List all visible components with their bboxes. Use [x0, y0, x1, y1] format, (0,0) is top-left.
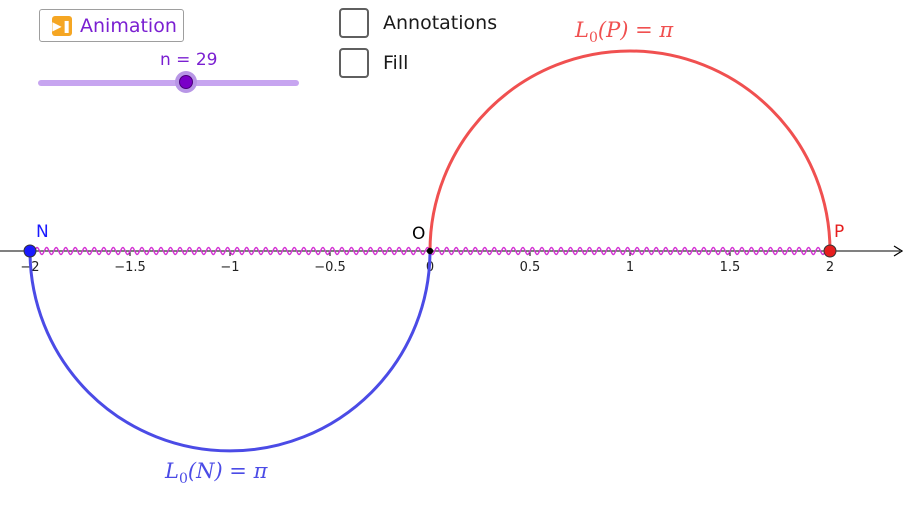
lower-semicircle-arc[interactable] [28, 250, 432, 453]
n-slider-knob[interactable] [175, 71, 197, 93]
play-pause-icon: ▶❚ [52, 15, 72, 36]
x-tick-label: −1.5 [114, 260, 146, 275]
x-tick-label: 0.5 [520, 260, 541, 275]
x-tick-label: −1 [220, 260, 239, 275]
lower-label-main: L [164, 459, 179, 483]
x-axis: −2 −1.5 −1 −0.5 0 0.5 1 1.5 2 [0, 245, 903, 275]
animation-button[interactable]: ▶❚ Animation [39, 9, 184, 42]
n-slider-track[interactable] [38, 80, 299, 86]
animation-button-label: Animation [80, 14, 177, 37]
annotations-checkbox-row[interactable]: Annotations [339, 8, 497, 38]
x-tick-label: 2 [826, 260, 834, 275]
x-tick-label: 1.5 [720, 260, 741, 275]
x-tick-label: −0.5 [314, 260, 346, 275]
x-axis-arrow-icon [893, 245, 903, 257]
point-label-o: O [412, 224, 425, 244]
upper-semicircle-arc[interactable] [428, 49, 832, 252]
point-p[interactable] [823, 244, 837, 258]
fill-checkbox-row[interactable]: Fill [339, 48, 408, 78]
x-tick-label: 1 [626, 260, 634, 275]
point-n[interactable] [23, 244, 37, 258]
lower-label-sub: 0 [179, 471, 188, 487]
annotations-checkbox-label: Annotations [383, 12, 498, 34]
upper-label-main: L [574, 18, 589, 42]
slider-label: n = 29 [160, 50, 218, 70]
point-o[interactable] [426, 247, 434, 255]
lower-label-arg: (N) = π [188, 459, 269, 483]
fill-checkbox[interactable] [339, 48, 369, 78]
upper-label-sub: 0 [589, 30, 598, 46]
annotations-checkbox[interactable] [339, 8, 369, 38]
point-label-n: N [36, 222, 49, 242]
fill-checkbox-label: Fill [383, 52, 409, 74]
upper-label-arg: (P) = π [598, 18, 674, 42]
upper-arc-length-label: L0(P) = π [574, 18, 674, 46]
point-label-p: P [834, 222, 844, 242]
lower-arc-length-label: L0(N) = π [164, 459, 269, 487]
